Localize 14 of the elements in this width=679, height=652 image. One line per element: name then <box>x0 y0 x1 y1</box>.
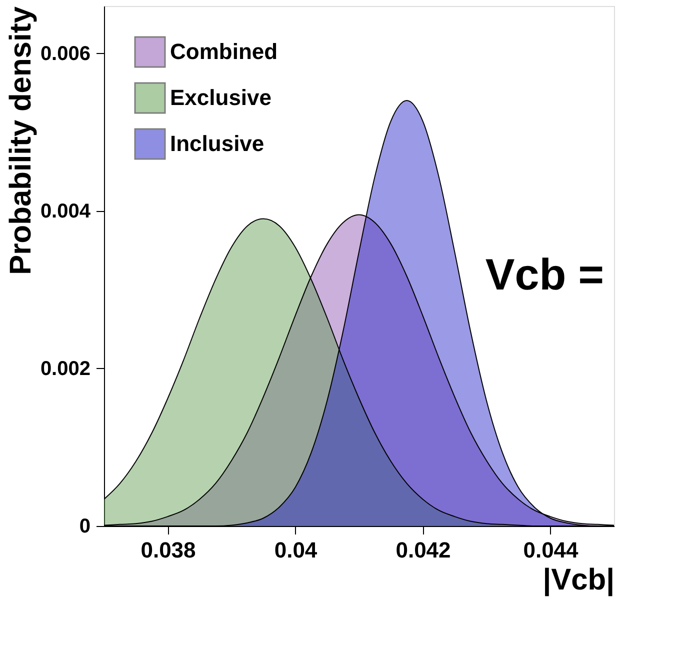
x-tick-label: 0.042 <box>396 538 451 562</box>
legend-label: Inclusive <box>170 131 264 156</box>
annotation: Vcb = <box>485 250 604 300</box>
legend-label: Combined <box>170 39 278 64</box>
x-axis-title: |Vcb| <box>542 564 614 596</box>
x-tick-label: 0.038 <box>140 538 196 562</box>
y-tick-label: 0.002 <box>40 358 90 380</box>
y-tick-label: 0.006 <box>40 42 90 65</box>
y-tick-label: 0 <box>79 516 90 538</box>
y-tick-label: 0.004 <box>40 200 92 222</box>
legend-label: Exclusive <box>170 85 272 110</box>
x-tick-label: 0.04 <box>274 538 318 562</box>
x-tick-label: 0.044 <box>523 538 580 562</box>
y-axis-title: Probability density <box>4 6 38 275</box>
